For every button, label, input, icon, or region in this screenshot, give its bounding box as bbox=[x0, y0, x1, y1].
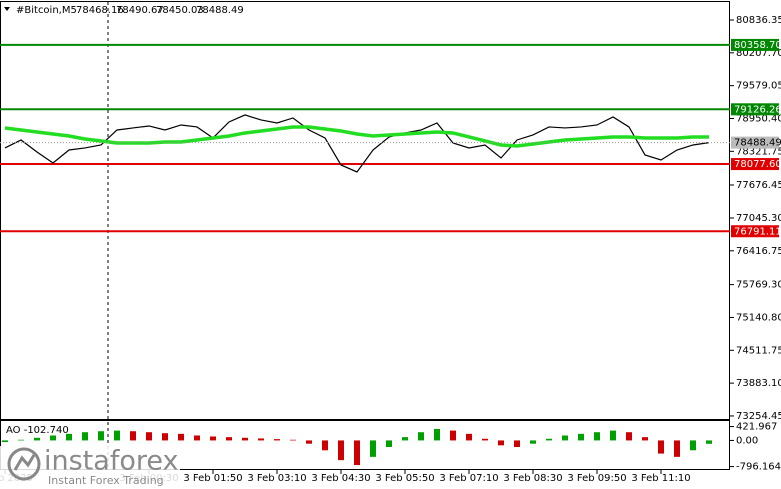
y-tick-label: 80207.70 bbox=[736, 48, 781, 59]
logo-ring bbox=[7, 447, 41, 481]
ao-bar bbox=[578, 433, 584, 441]
ao-bar bbox=[466, 433, 472, 441]
ao-bar bbox=[498, 440, 504, 446]
watermark-tagline: Instant Forex Trading bbox=[48, 474, 164, 487]
ao-bar bbox=[98, 431, 104, 441]
ao-bar bbox=[450, 430, 456, 441]
watermark: instaforex Instant Forex Trading bbox=[0, 446, 180, 489]
y-tick-label: 73254.45 bbox=[736, 411, 781, 422]
ao-bar bbox=[370, 440, 376, 457]
open: 78468.16 bbox=[76, 5, 124, 16]
ao-bar bbox=[18, 439, 24, 441]
ao-bar bbox=[626, 432, 632, 441]
main-panel bbox=[0, 1, 730, 420]
ao-bar bbox=[2, 440, 8, 443]
ao-bar bbox=[178, 433, 184, 441]
level-label: 78077.60 bbox=[734, 159, 781, 170]
close: 78488.49 bbox=[196, 5, 244, 16]
y-tick-label: 78321.75 bbox=[736, 146, 781, 157]
ao-bar bbox=[562, 435, 568, 441]
ao-bar bbox=[642, 437, 648, 441]
menu-arrow bbox=[4, 7, 10, 11]
high: 78490.67 bbox=[116, 5, 164, 16]
ao-bar bbox=[482, 438, 488, 441]
y-tick-label: 75769.30 bbox=[736, 280, 781, 291]
ao-tick-label: 421.967 bbox=[736, 422, 777, 433]
level-label: 79126.26 bbox=[734, 104, 781, 115]
ao-bar bbox=[66, 433, 72, 441]
ao-tick-label: 0.00 bbox=[736, 435, 758, 446]
x-tick-label: 3 Feb 11:10 bbox=[631, 473, 690, 484]
ao-bar bbox=[434, 428, 440, 441]
ao-bar bbox=[610, 430, 616, 441]
ao-bar bbox=[322, 440, 328, 451]
y-tick-label: 80836.35 bbox=[736, 15, 781, 26]
y-tick-label: 74511.75 bbox=[736, 345, 781, 356]
level-label-bg bbox=[731, 158, 779, 171]
ao-bar bbox=[34, 437, 40, 441]
ao-bar bbox=[274, 439, 280, 441]
ao-bar bbox=[594, 432, 600, 441]
x-tick-label: 3 Feb 09:50 bbox=[567, 473, 626, 484]
ao-bar bbox=[50, 435, 56, 441]
ao-bar bbox=[514, 440, 520, 447]
indicator-label: AO -102.740 bbox=[6, 425, 69, 436]
ao-bar bbox=[354, 440, 360, 466]
y-tick-label: 77045.30 bbox=[736, 213, 781, 224]
logo-mark bbox=[13, 454, 36, 471]
level-label: 80358.70 bbox=[734, 40, 781, 51]
level-label-bg bbox=[731, 38, 779, 51]
ao-bar bbox=[130, 431, 136, 441]
ao-bar bbox=[690, 440, 696, 451]
ao-bar bbox=[162, 433, 168, 441]
ao-bar bbox=[226, 437, 232, 441]
price-line bbox=[4, 114, 710, 173]
x-tick-label: 3 Feb 01:50 bbox=[183, 473, 242, 484]
ao-bar bbox=[386, 440, 392, 447]
header: #Bitcoin,M5 78468.16 78490.67 78450.03 7… bbox=[16, 5, 244, 16]
current-price-label: 78488.49 bbox=[734, 138, 781, 149]
y-tick-label: 77676.45 bbox=[736, 180, 781, 191]
symbol: #Bitcoin,M5 bbox=[16, 5, 77, 16]
ao-bar bbox=[402, 437, 408, 441]
x-tick-label: 3 Feb 05:50 bbox=[375, 473, 434, 484]
ao-tick-label: -796.164 bbox=[736, 462, 781, 473]
y-tick-label: 79579.05 bbox=[736, 81, 781, 92]
ao-bar bbox=[530, 440, 536, 444]
moving-average bbox=[4, 125, 709, 148]
ao-bar bbox=[210, 436, 216, 441]
ao-bar bbox=[114, 430, 120, 441]
x-tick-label: 3 Feb 07:10 bbox=[439, 473, 498, 484]
current-price-bg bbox=[731, 136, 779, 149]
indicator-panel bbox=[0, 420, 730, 470]
ao-bar bbox=[706, 440, 712, 444]
watermark-name: instaforex bbox=[44, 446, 178, 477]
ao-bar bbox=[338, 440, 344, 461]
level-label: 76791.11 bbox=[734, 226, 781, 237]
ao-bar bbox=[258, 438, 264, 441]
ao-bar bbox=[674, 440, 680, 457]
ao-bar bbox=[546, 438, 552, 441]
low: 78450.03 bbox=[156, 5, 204, 16]
x-tick-label: 3 Feb 08:30 bbox=[503, 473, 562, 484]
y-tick-label: 75140.80 bbox=[736, 312, 781, 323]
ao-bar bbox=[242, 437, 248, 441]
y-tick-label: 76416.75 bbox=[736, 246, 781, 257]
watermark-bg bbox=[0, 446, 180, 489]
x-tick-label: 3 Feb 04:30 bbox=[311, 473, 370, 484]
ao-bar bbox=[658, 440, 664, 454]
x-tick-label: 3 Feb 03:10 bbox=[247, 473, 306, 484]
ao-bar bbox=[146, 432, 152, 441]
y-tick-label: 78950.40 bbox=[736, 113, 781, 124]
level-label-bg bbox=[731, 103, 779, 116]
ao-bar bbox=[306, 440, 312, 444]
ao-bar bbox=[418, 432, 424, 441]
y-tick-label: 73883.10 bbox=[736, 378, 781, 389]
ao-bar bbox=[290, 439, 296, 441]
ao-bar bbox=[82, 432, 88, 441]
plot: 80836.35 80207.70 79579.05 78950.40 78321.75… bbox=[0, 15, 781, 484]
ao-bar bbox=[194, 435, 200, 441]
level-label-bg bbox=[731, 225, 779, 238]
